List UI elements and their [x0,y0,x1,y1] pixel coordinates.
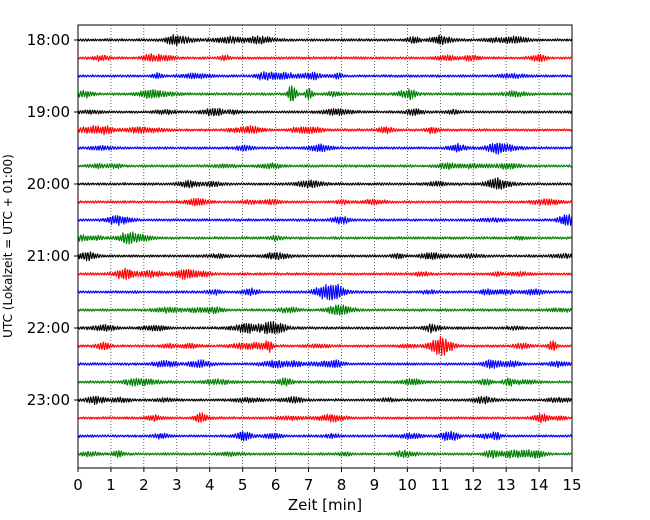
x-tick-label: 15 [562,476,581,494]
y-axis-ticks: 18:00 19:00 20:00 21:00 22:00 23:00 [27,31,78,409]
x-tick-label: 0 [73,476,83,494]
plot-frame [77,24,573,469]
trace-line [77,197,573,207]
x-tick-label: 4 [205,476,215,494]
trace-line [77,304,573,316]
x-tick-label: 2 [139,476,149,494]
trace-line [77,231,573,245]
seismic-traces [77,33,573,459]
y-tick-label: 18:00 [27,31,70,49]
y-tick-label: 19:00 [27,103,70,121]
x-tick-label: 14 [530,476,549,494]
x-tick-label: 9 [370,476,380,494]
x-tick-label: 5 [238,476,248,494]
trace-line [77,377,573,387]
trace-line [77,449,573,459]
trace-line [77,213,573,226]
x-tick-label: 13 [497,476,516,494]
trace-line [77,162,573,171]
trace-line [77,142,573,155]
trace-line [77,412,573,424]
x-tick-label: 1 [106,476,116,494]
trace-line [77,335,573,357]
x-tick-label: 7 [304,476,314,494]
trace-line [77,251,573,262]
trace-line [77,71,573,81]
trace-line [77,395,573,406]
x-tick-label: 10 [398,476,417,494]
x-tick-label: 11 [431,476,450,494]
grid-lines [110,25,540,468]
x-axis-label: Zeit [min] [288,496,362,514]
trace-line [77,85,573,102]
x-axis-ticks: 0 1 2 3 4 5 6 7 8 9 10 11 12 13 14 15 [73,468,582,494]
trace-line [77,177,573,190]
trace-line [77,283,573,301]
y-tick-label: 22:00 [27,319,70,337]
y-tick-label: 20:00 [27,175,70,193]
trace-line [77,267,573,281]
trace-line [77,320,573,335]
x-tick-label: 12 [464,476,483,494]
y-axis-label: UTC (Lokalzeit = UTC + 01:00) [1,154,15,338]
trace-line [77,124,573,136]
x-tick-label: 8 [337,476,347,494]
trace-line [77,52,573,63]
y-tick-label: 21:00 [27,247,70,265]
x-tick-label: 3 [172,476,182,494]
trace-line [77,33,573,47]
y-tick-label: 23:00 [27,391,70,409]
trace-line [77,430,573,442]
trace-line [77,359,573,369]
x-tick-label: 6 [271,476,281,494]
trace-line [77,107,573,117]
